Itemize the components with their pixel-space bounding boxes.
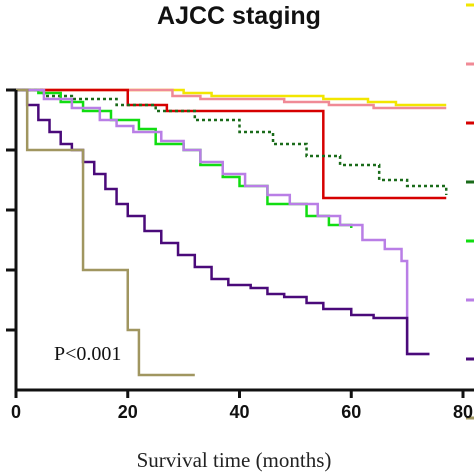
- x-tick-label-3: 60: [341, 402, 361, 422]
- y-ticks: [6, 88, 16, 332]
- series-line-5: [16, 88, 430, 356]
- x-ticks: 0 20 40 60 80: [11, 390, 473, 422]
- x-tick-label-0: 0: [11, 402, 21, 422]
- series-layer: [16, 88, 448, 377]
- series-line-1: [16, 88, 447, 110]
- series-line-7: [16, 88, 195, 377]
- series-line-6: [16, 88, 430, 356]
- series-line-0: [16, 88, 447, 107]
- p-value-annotation: P<0.001: [54, 343, 121, 365]
- series-line-2: [16, 88, 447, 200]
- x-axis-label: Survival time (months): [137, 448, 332, 472]
- x-tick-label-4: 80: [453, 402, 473, 422]
- series-line-3: [16, 88, 448, 195]
- legend: [466, 3, 474, 420]
- x-tick-label-1: 20: [118, 402, 138, 422]
- chart-title: AJCC staging: [157, 2, 321, 30]
- x-tick-label-2: 40: [229, 402, 249, 422]
